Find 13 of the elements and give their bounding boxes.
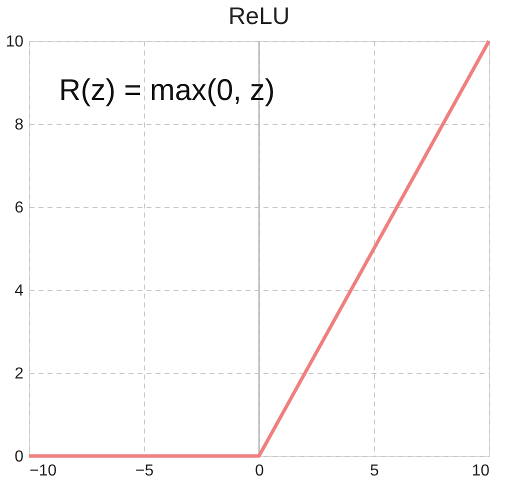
y-tick-label: 10 [6,34,24,50]
y-tick-label: 2 [14,366,24,382]
y-tick-label: 0 [14,448,24,466]
y-tick-label: 4 [14,282,24,300]
y-tick-label: 6 [14,200,24,216]
chart-title: ReLU [228,3,290,30]
annotation: R(z) = max(0, z) [59,74,275,107]
x-tick-label: 0 [255,462,264,480]
x-tick-label: −10 [30,462,57,480]
y-tick-label: 8 [14,116,24,134]
x-tick-label: 5 [370,462,380,480]
x-tick-label: 10 [472,462,490,480]
x-tick-label: −5 [135,462,154,480]
